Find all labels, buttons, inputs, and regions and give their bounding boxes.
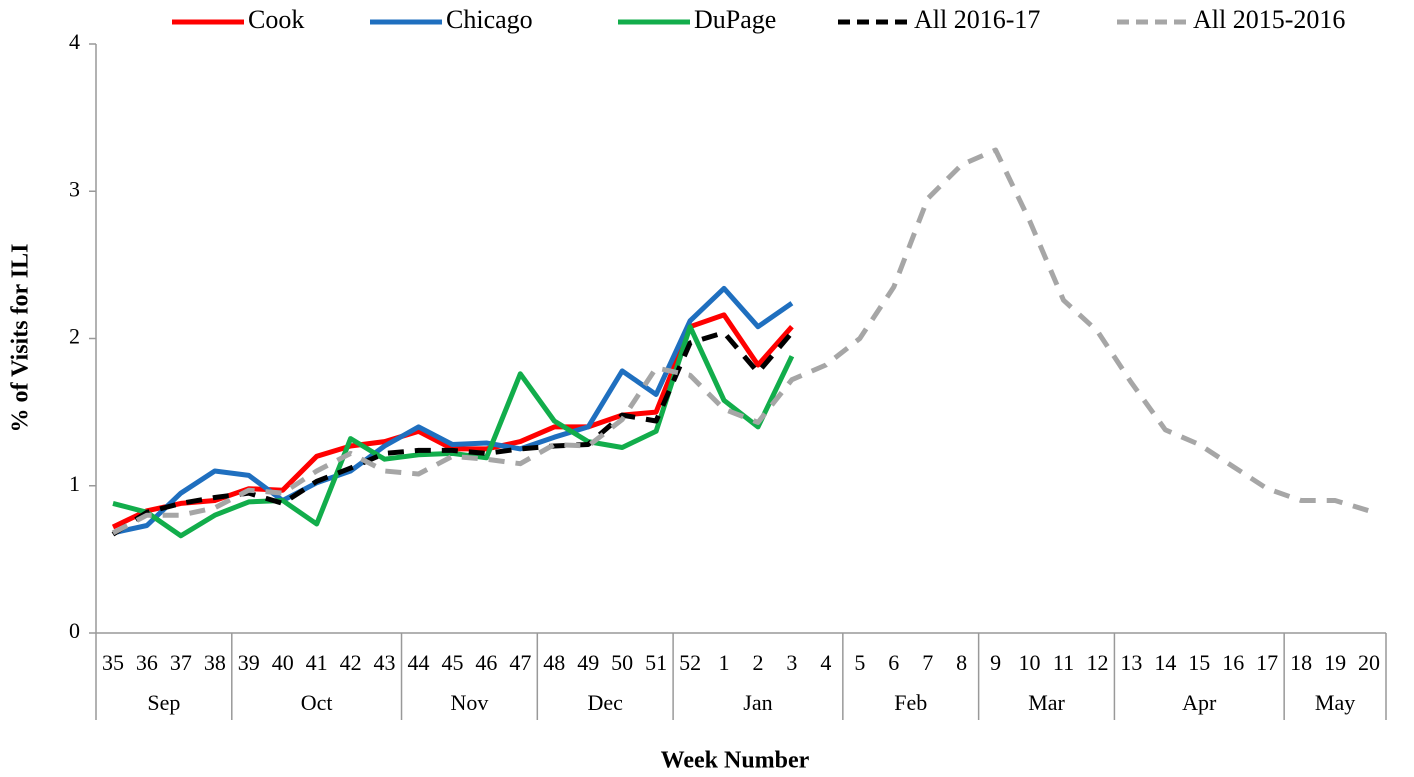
x-tick-label: 37 [170,650,192,675]
x-tick-label: 50 [611,650,633,675]
x-tick-label: 10 [1019,650,1041,675]
group-label: Jan [743,690,772,715]
x-tick-label: 41 [306,650,328,675]
x-tick-label: 18 [1290,650,1312,675]
x-tick-label: 13 [1120,650,1142,675]
x-tick-label: 20 [1358,650,1380,675]
x-tick-label: 47 [509,650,531,675]
legend-label: DuPage [694,5,776,34]
x-tick-label: 17 [1256,650,1278,675]
x-tick-label: 38 [204,650,226,675]
x-tick-label: 40 [272,650,294,675]
y-tick-label: 4 [69,29,80,54]
x-tick-label: 9 [990,650,1001,675]
group-label: May [1315,690,1355,715]
x-tick-label: 14 [1154,650,1176,675]
y-tick-label: 0 [69,618,80,643]
series-line [111,330,794,537]
legend-label: Cook [248,5,304,34]
group-label: Apr [1182,690,1217,715]
x-tick-label: 7 [922,650,933,675]
x-tick-label: 51 [645,650,667,675]
x-tick-label: 15 [1188,650,1210,675]
x-tick-label: 12 [1086,650,1108,675]
x-tick-label: 48 [543,650,565,675]
x-tick-label: 49 [577,650,599,675]
x-tick-label: 35 [102,650,124,675]
x-tick-label: 45 [441,650,463,675]
x-tick-label: 8 [956,650,967,675]
x-tick-label: 2 [752,650,763,675]
x-tick-label: 46 [475,650,497,675]
x-tick-label: 16 [1222,650,1244,675]
legend-label: All 2016-17 [914,5,1040,34]
group-label: Sep [147,690,180,715]
series-line [112,285,794,536]
series-line [111,147,1370,536]
y-tick-label: 3 [69,176,80,201]
x-axis-title: Week Number [661,748,810,774]
x-tick-label: 52 [679,650,701,675]
x-tick-label: 39 [238,650,260,675]
x-tick-label: 44 [408,650,430,675]
series-line [112,324,795,539]
x-tick-label: 6 [888,650,899,675]
group-label: Feb [894,690,927,715]
group-label: Dec [587,690,623,715]
x-tick-label: 42 [340,650,362,675]
x-tick-label: 36 [136,650,158,675]
x-tick-label: 11 [1053,650,1074,675]
y-tick-label: 1 [69,471,80,496]
group-label: Nov [450,690,488,715]
x-tick-label: 4 [820,650,831,675]
x-tick-label: 19 [1324,650,1346,675]
x-tick-label: 43 [374,650,396,675]
legend-label: All 2015-2016 [1193,5,1345,34]
group-label: Oct [301,690,333,715]
y-axis-title: % of Visits for ILI [8,244,34,433]
x-tick-label: 1 [719,650,730,675]
x-tick-label: 5 [854,650,865,675]
group-label: Mar [1028,690,1065,715]
x-tick-label: 3 [786,650,797,675]
legend-label: Chicago [446,5,533,34]
y-tick-label: 2 [69,324,80,349]
